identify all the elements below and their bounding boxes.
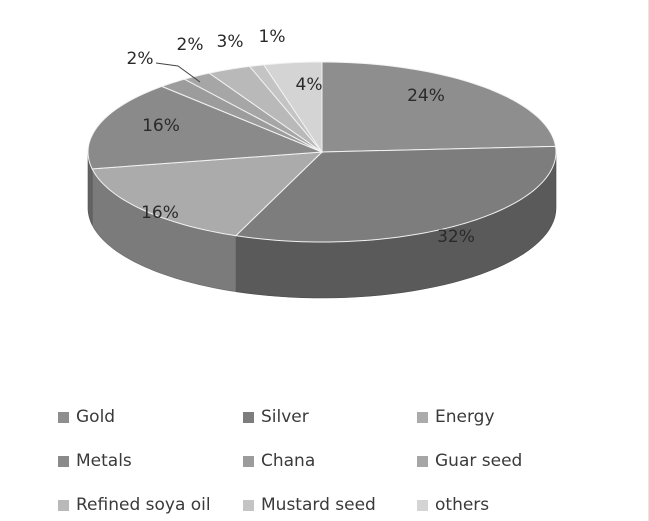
leader-line <box>155 62 201 83</box>
legend-item-refined-soya-oil: Refined soya oil <box>58 491 243 519</box>
legend-swatch <box>417 455 428 467</box>
legend-swatch <box>417 411 428 423</box>
legend-label: Energy <box>435 407 495 427</box>
data-label-gold: 24% <box>407 86 445 106</box>
pie-top-faces <box>87 61 557 243</box>
pie-slice-metals <box>87 85 323 170</box>
legend-label: Mustard seed <box>261 495 376 515</box>
legend-item-metals: Metals <box>58 447 243 475</box>
data-label-guar-seed: 2% <box>177 35 204 55</box>
legend-swatch <box>58 455 69 467</box>
legend: Gold Silver Energy Metals Chana Guar seed Refi… <box>58 403 628 519</box>
data-label-chana: 2% <box>127 49 154 69</box>
legend-label: others <box>435 495 490 515</box>
legend-label: Guar seed <box>435 451 523 471</box>
pie-slice-gold <box>321 61 557 153</box>
legend-swatch <box>243 455 254 467</box>
data-label-mustard-seed: 1% <box>259 27 286 47</box>
pie-data-labels: 24% 32% 16% 16% 2% 2% 3% 1% 4% <box>127 27 475 247</box>
pie-slice-refined-soya-oil <box>208 65 323 153</box>
data-label-silver: 32% <box>437 227 475 247</box>
data-label-others: 4% <box>296 75 323 95</box>
pie-slice-silver <box>234 145 557 243</box>
legend-item-gold: Gold <box>58 403 243 431</box>
legend-swatch <box>243 411 254 423</box>
legend-item-silver: Silver <box>243 403 417 431</box>
legend-label: Gold <box>76 407 116 427</box>
legend-item-guar-seed: Guar seed <box>417 447 597 475</box>
legend-swatch <box>58 499 69 511</box>
legend-swatch <box>243 499 254 511</box>
legend-swatch <box>58 411 69 423</box>
legend-label: Refined soya oil <box>76 495 211 515</box>
pie-slice-mustard-seed <box>248 64 323 153</box>
legend-label: Chana <box>261 451 316 471</box>
legend-item-mustard-seed: Mustard seed <box>243 491 417 519</box>
pie-slice-guar-seed <box>183 72 323 153</box>
legend-label: Metals <box>76 451 132 471</box>
pie-slice-energy <box>91 151 324 237</box>
legend-item-others: others <box>417 491 597 519</box>
pie-slice-chana <box>160 78 323 153</box>
legend-label: Silver <box>261 407 309 427</box>
data-label-metals: 16% <box>142 116 180 136</box>
data-label-energy: 16% <box>141 203 179 223</box>
legend-item-chana: Chana <box>243 447 417 475</box>
legend-item-energy: Energy <box>417 403 597 431</box>
pie-slice-others <box>262 61 323 154</box>
data-label-refined-soya-oil: 3% <box>217 32 244 52</box>
legend-swatch <box>417 499 428 511</box>
